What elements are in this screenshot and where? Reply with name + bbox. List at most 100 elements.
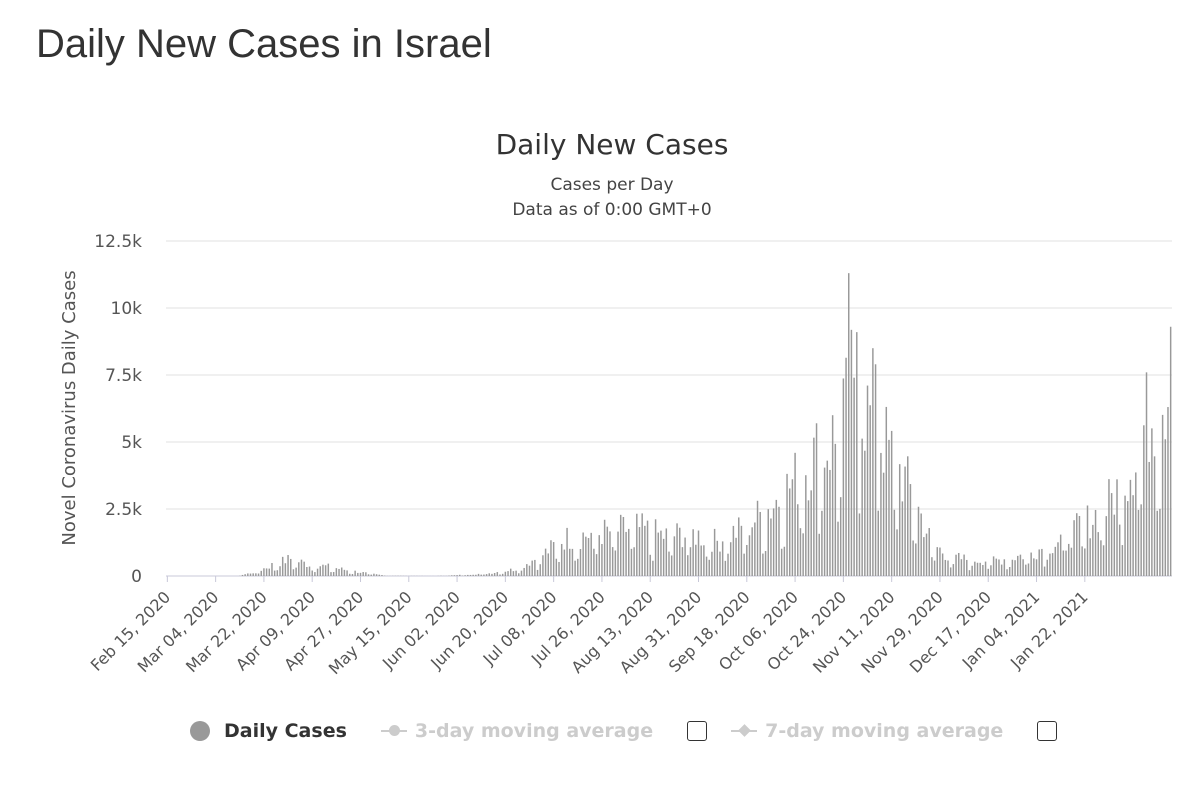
bar[interactable] [915,543,917,576]
bar[interactable] [695,544,697,576]
bar[interactable] [719,551,721,576]
bar[interactable] [491,573,493,576]
bar[interactable] [1033,558,1035,576]
bar[interactable] [952,564,955,576]
bar[interactable] [738,517,740,576]
bar[interactable] [652,560,654,576]
bar[interactable] [590,532,592,576]
bar[interactable] [917,506,920,576]
bar[interactable] [772,508,775,576]
bar[interactable] [636,513,638,576]
bar[interactable] [872,348,874,576]
bar[interactable] [601,544,603,576]
bar[interactable] [268,568,271,576]
bar[interactable] [705,556,708,576]
bar[interactable] [303,561,305,576]
bar[interactable] [459,574,461,576]
bar[interactable] [577,558,579,576]
bar[interactable] [1108,479,1110,576]
bar[interactable] [775,499,778,576]
bar[interactable] [729,542,732,576]
bar[interactable] [547,553,550,576]
bar[interactable] [829,469,831,576]
bar[interactable] [968,570,971,576]
bar[interactable] [295,567,297,576]
bar[interactable] [813,437,815,576]
bar[interactable] [955,554,957,576]
bar[interactable] [746,544,748,576]
bar[interactable] [1041,548,1043,576]
bar[interactable] [515,570,517,576]
bar[interactable] [456,575,458,576]
bar[interactable] [641,513,643,576]
bar[interactable] [614,550,617,576]
bar[interactable] [1067,543,1070,576]
bar[interactable] [984,561,987,576]
bar[interactable] [974,561,976,576]
bar[interactable] [1129,479,1132,576]
bar[interactable] [582,532,584,577]
bar[interactable] [1008,567,1011,576]
bar[interactable] [1086,505,1089,576]
bar[interactable] [1153,456,1156,576]
bar[interactable] [815,423,818,576]
bar[interactable] [595,554,598,576]
bar[interactable] [864,450,866,576]
bar[interactable] [480,574,482,576]
bar[interactable] [335,568,338,576]
bar[interactable] [265,568,268,576]
bar[interactable] [678,527,681,576]
bar[interactable] [1159,508,1161,576]
bar[interactable] [700,545,702,576]
bar[interactable] [531,560,533,576]
bar[interactable] [378,574,381,576]
bar[interactable] [788,488,791,576]
bar[interactable] [1084,548,1086,576]
bar[interactable] [1051,553,1054,576]
bar[interactable] [644,525,646,576]
bar[interactable] [526,564,528,576]
bar[interactable] [633,547,635,576]
bar[interactable] [1046,559,1048,576]
bar[interactable] [853,377,855,576]
bar[interactable] [593,548,595,576]
bar[interactable] [743,553,745,576]
bar[interactable] [1070,547,1073,576]
bar[interactable] [767,509,769,576]
bar[interactable] [534,559,536,576]
bar[interactable] [359,572,362,576]
bar[interactable] [1148,461,1150,576]
bar[interactable] [1121,545,1124,576]
bar[interactable] [1065,550,1067,576]
ma7-checkbox[interactable] [1037,721,1058,741]
bar[interactable] [1105,516,1108,576]
bar[interactable] [1089,538,1091,576]
bar[interactable] [273,570,276,576]
bar[interactable] [1081,546,1083,576]
bar[interactable] [990,565,992,576]
bar[interactable] [1151,428,1153,576]
bar[interactable] [898,464,901,576]
bar[interactable] [657,532,660,576]
bar[interactable] [1145,372,1148,576]
bar[interactable] [638,527,641,576]
bar[interactable] [780,548,783,576]
bar[interactable] [662,538,665,576]
bar[interactable] [298,562,300,576]
bar[interactable] [571,548,574,576]
bar[interactable] [713,528,716,576]
bar[interactable] [764,551,767,576]
bar[interactable] [923,537,925,576]
bar[interactable] [912,540,914,576]
bar[interactable] [606,526,609,576]
bar[interactable] [1164,439,1167,576]
bar[interactable] [1030,552,1032,576]
bar[interactable] [1000,564,1003,576]
bar[interactable] [676,523,678,576]
bar[interactable] [654,519,657,576]
bar[interactable] [343,569,346,576]
bar[interactable] [831,415,834,576]
bar[interactable] [351,573,354,576]
bar[interactable] [619,514,622,576]
bar[interactable] [1076,513,1078,576]
